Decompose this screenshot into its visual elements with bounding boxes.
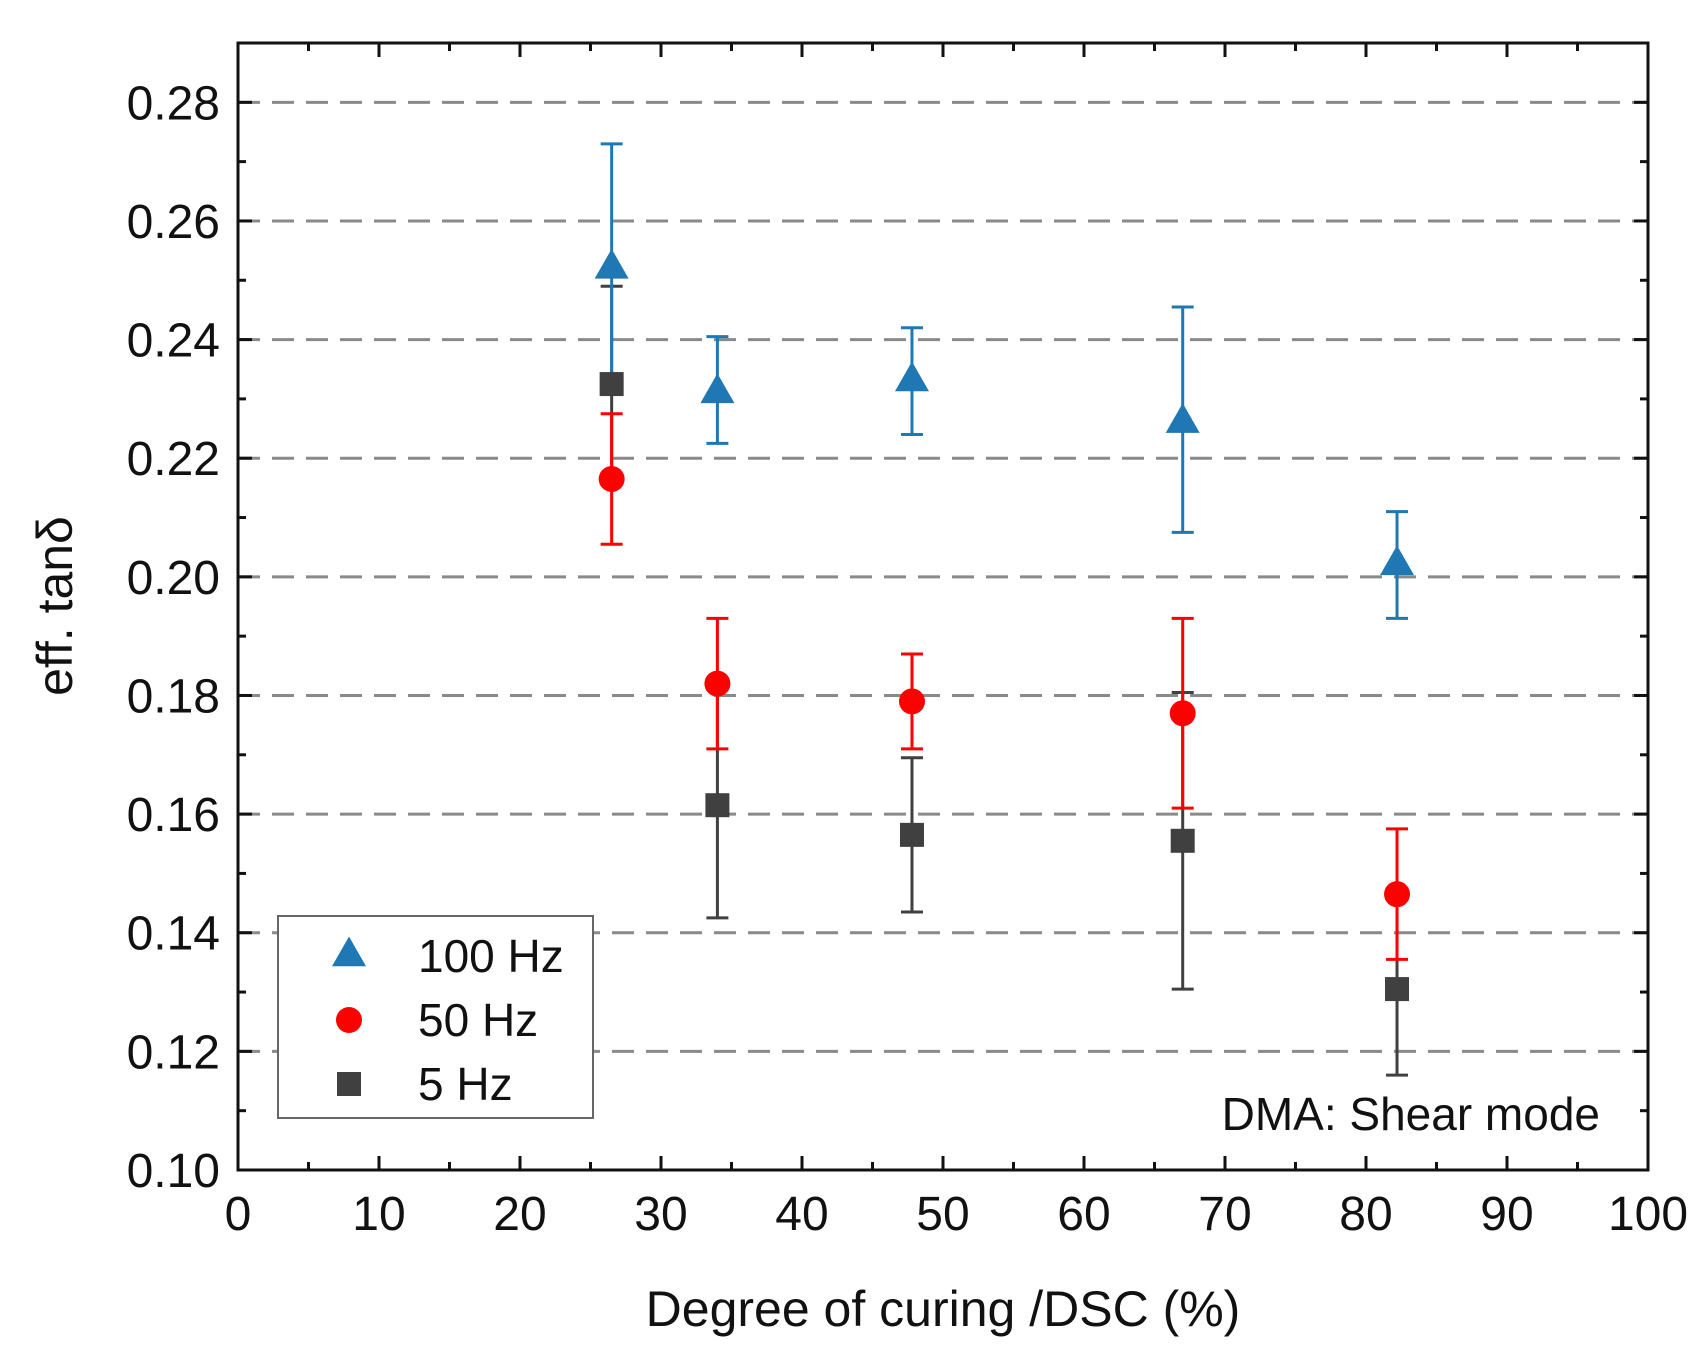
data-point-circle — [704, 670, 731, 697]
x-tick-label: 80 — [1339, 1188, 1392, 1241]
legend-label: 100 Hz — [418, 930, 564, 982]
y-tick-label: 0.26 — [127, 196, 220, 249]
data-point-circle — [1384, 881, 1411, 908]
y-tick-label: 0.18 — [127, 670, 220, 723]
data-point-circle — [598, 465, 625, 492]
y-axis-label: eff. tanδ — [27, 516, 83, 696]
legend-box — [277, 915, 594, 1119]
x-tick-label: 10 — [352, 1188, 405, 1241]
data-point-square — [599, 372, 624, 397]
data-point-triangle — [594, 248, 629, 279]
x-tick-label: 100 — [1608, 1188, 1688, 1241]
grid-lines — [238, 100, 1648, 1053]
y-axis-label-symbol: δ — [27, 516, 83, 544]
error-bars — [600, 142, 1409, 1077]
axis-ticks — [236, 43, 1650, 1172]
y-tick-label: 0.20 — [127, 552, 220, 605]
axis-tick-labels: 0.10 0.12 0.14 0.16 0.18 0.20 0.22 0.24 0.26 0.28… — [127, 77, 1688, 1241]
x-tick-label: 90 — [1480, 1188, 1533, 1241]
data-point-triangle — [700, 373, 735, 404]
x-tick-label: 30 — [634, 1188, 687, 1241]
y-tick-label: 0.16 — [127, 789, 220, 842]
y-tick-label: 0.28 — [127, 77, 220, 130]
x-tick-label: 20 — [493, 1188, 546, 1241]
annotation-text: DMA: Shear mode — [1222, 1088, 1600, 1140]
data-markers — [594, 248, 1415, 1002]
data-point-square — [899, 822, 924, 847]
data-point-square — [705, 793, 730, 818]
x-axis-label: Degree of curing /DSC (%) — [646, 1281, 1241, 1337]
legend: 100 Hz 50 Hz 5 Hz — [277, 915, 594, 1119]
legend-label: 50 Hz — [418, 994, 538, 1046]
x-tick-label: 60 — [1057, 1188, 1110, 1241]
x-tick-label: 50 — [916, 1188, 969, 1241]
data-point-triangle — [1380, 545, 1415, 576]
data-point-square — [1170, 828, 1195, 853]
y-axis-label-prefix: eff. tan — [27, 544, 83, 696]
x-tick-label: 0 — [225, 1188, 252, 1241]
legend-marker-triangle — [332, 936, 366, 967]
y-tick-label: 0.12 — [127, 1026, 220, 1079]
y-tick-label: 0.24 — [127, 315, 220, 368]
legend-marker-square — [337, 1072, 361, 1096]
data-point-circle — [1169, 700, 1196, 727]
data-point-triangle — [1165, 403, 1200, 433]
data-point-circle — [898, 688, 925, 715]
legend-label: 5 Hz — [418, 1058, 513, 1110]
y-tick-label: 0.22 — [127, 433, 220, 486]
y-tick-label: 0.14 — [127, 908, 220, 961]
y-tick-label: 0.10 — [127, 1145, 220, 1198]
data-point-triangle — [894, 361, 929, 392]
legend-marker-circle — [336, 1007, 362, 1033]
x-tick-label: 70 — [1198, 1188, 1251, 1241]
data-point-square — [1385, 977, 1410, 1002]
x-tick-label: 40 — [775, 1188, 828, 1241]
